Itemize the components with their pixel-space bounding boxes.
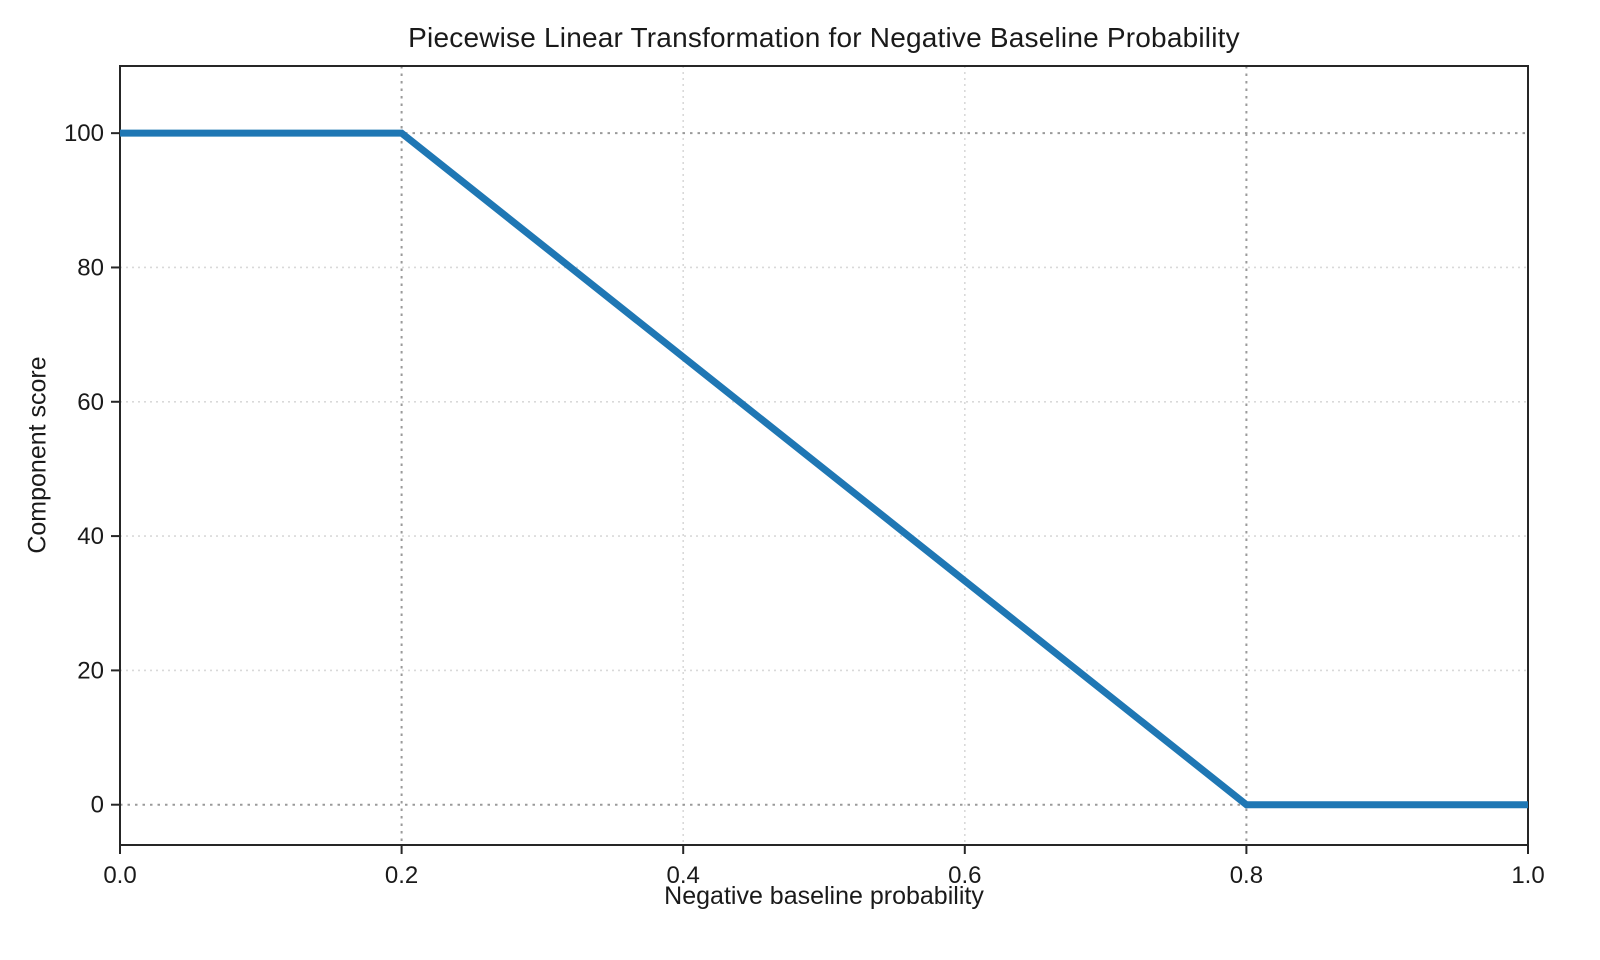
chart-title: Piecewise Linear Transformation for Nega…: [408, 22, 1240, 53]
x-tick-label: 0.8: [1230, 862, 1263, 889]
x-axis-label: Negative baseline probability: [664, 882, 984, 910]
series-line-component-score: [120, 129, 1528, 809]
x-tick-label: 0.2: [385, 862, 418, 889]
axes-frame: [119, 65, 1529, 846]
y-tick-label: 80: [77, 254, 104, 281]
x-tick-label: 1.0: [1511, 862, 1544, 889]
y-tick-label: 40: [77, 523, 104, 550]
y-tick-label: 0: [91, 792, 104, 819]
x-tick-label: 0.0: [103, 862, 136, 889]
x-tick-label: 0.4: [667, 862, 700, 889]
x-tick-label: 0.6: [948, 862, 981, 889]
y-tick-label: 60: [77, 389, 104, 416]
y-tick-label: 20: [77, 657, 104, 684]
y-tick-label: 100: [64, 120, 104, 147]
